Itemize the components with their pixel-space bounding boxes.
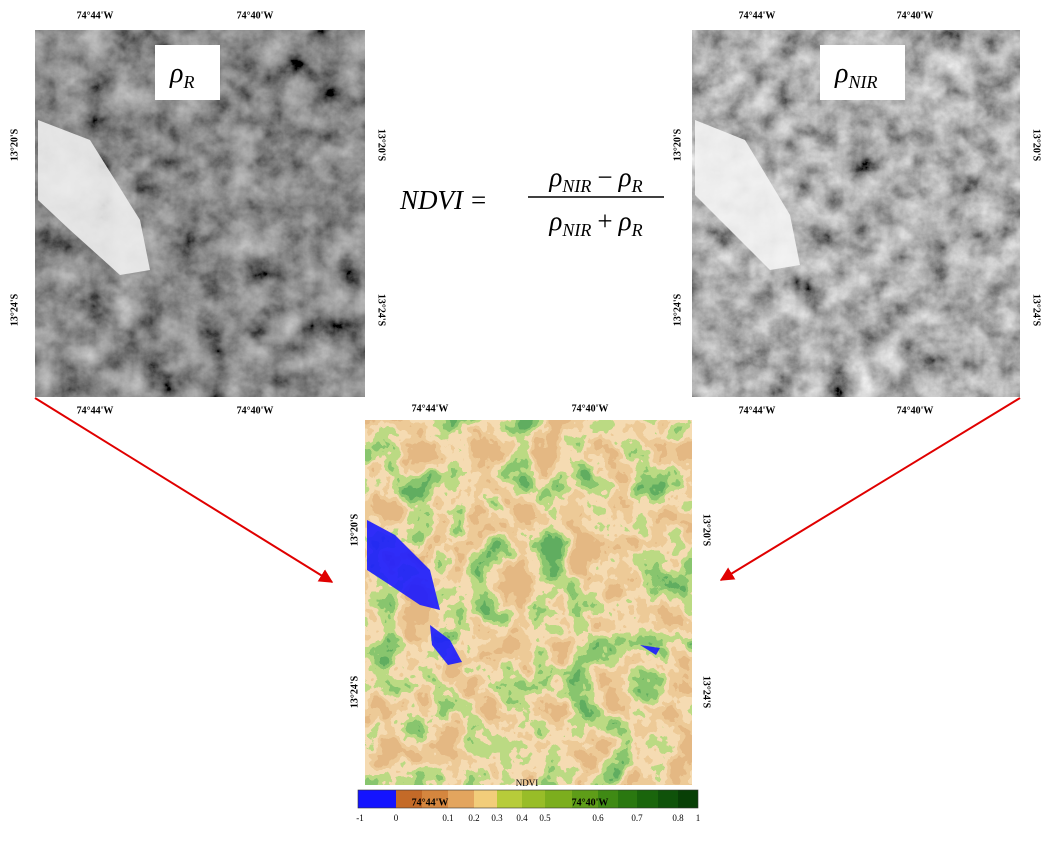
latitude-label: 13°24'S — [349, 675, 360, 708]
ndvi-formula: NDVI= ρNIR−ρR ρNIR+ρR — [399, 162, 664, 240]
colorbar-tick-label: 0.1 — [442, 813, 453, 823]
colorbar-tick-label: 0.5 — [539, 813, 551, 823]
colorbar-tick-label: 0.3 — [491, 813, 503, 823]
colorbar-segment — [618, 790, 637, 808]
latitude-label: 13°20'S — [701, 514, 712, 547]
longitude-label: 74°44'W — [739, 10, 776, 21]
longitude-label: 74°44'W — [739, 405, 776, 416]
latitude-label: 13°24'S — [672, 293, 683, 326]
colorbar-tick-label: -1 — [356, 813, 364, 823]
colorbar-tick-label: 0 — [394, 813, 399, 823]
arrow — [721, 398, 1020, 580]
colorbar-tick-label: 0.2 — [468, 813, 479, 823]
colorbar-segment — [678, 790, 698, 808]
colorbar-segment — [522, 790, 545, 808]
longitude-label: 74°40'W — [237, 405, 274, 416]
colorbar — [358, 790, 698, 808]
latitude-label: 13°20'S — [672, 128, 683, 161]
colorbar-segment — [448, 790, 474, 808]
arrow — [35, 398, 332, 582]
numerator: ρNIR−ρR — [548, 162, 642, 196]
colorbar-tick-label: 0.4 — [516, 813, 528, 823]
formula-lhs: NDVI= — [399, 185, 486, 215]
colorbar-segment — [358, 790, 396, 808]
longitude-label: 74°44'W — [77, 405, 114, 416]
colorbar-tick-label: 0.6 — [592, 813, 604, 823]
longitude-label: 74°44'W — [412, 797, 449, 808]
latitude-label: 13°24'S — [9, 293, 20, 326]
longitude-label: 74°40'W — [897, 10, 934, 21]
ndvi-map — [365, 420, 692, 785]
latitude-label: 13°24'S — [1031, 294, 1042, 327]
longitude-label: 74°44'W — [77, 10, 114, 21]
colorbar-segment — [658, 790, 678, 808]
latitude-label: 13°20'S — [9, 128, 20, 161]
longitude-label: 74°40'W — [572, 797, 609, 808]
colorbar-segment — [474, 790, 497, 808]
latitude-label: 13°24'S — [701, 676, 712, 709]
colorbar-tick-label: 0.7 — [631, 813, 643, 823]
latitude-label: 13°20'S — [1031, 129, 1042, 162]
legend-title: NDVI — [516, 778, 539, 788]
colorbar-tick-label: 1 — [696, 813, 701, 823]
longitude-label: 74°40'W — [897, 405, 934, 416]
denominator: ρNIR+ρR — [548, 206, 642, 240]
latitude-label: 13°24'S — [376, 294, 387, 327]
colorbar-segment — [637, 790, 658, 808]
latitude-label: 13°20'S — [376, 129, 387, 162]
latitude-label: 13°20'S — [349, 513, 360, 546]
colorbar-segment — [545, 790, 572, 808]
figure: ρR ρNIR NDVI= ρNIR−ρR ρNIR+ρR NDVI 74°44… — [0, 0, 1043, 850]
longitude-label: 74°40'W — [237, 10, 274, 21]
colorbar-tick-label: 0.8 — [672, 813, 684, 823]
colorbar-segment — [497, 790, 522, 808]
longitude-label: 74°40'W — [572, 403, 609, 414]
longitude-label: 74°44'W — [412, 403, 449, 414]
